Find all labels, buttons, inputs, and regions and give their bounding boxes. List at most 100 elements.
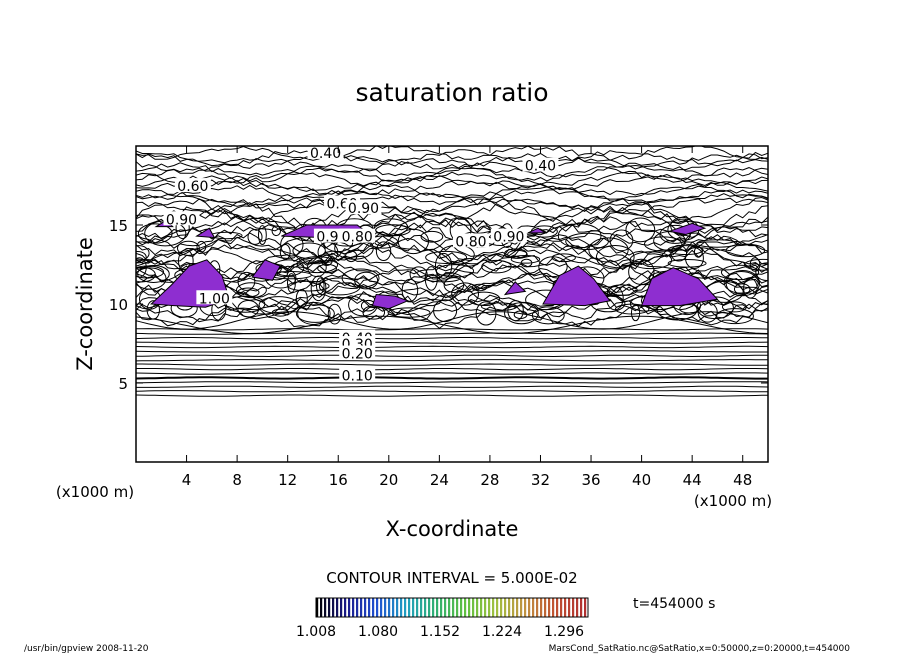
supersaturated-region <box>527 227 548 234</box>
contour-loop <box>451 282 479 306</box>
contour-label: 0.40 <box>525 159 556 175</box>
colorbar-cell <box>380 598 383 617</box>
contour-loop <box>715 308 754 325</box>
contour-line <box>136 189 768 206</box>
contour-loop <box>628 258 655 285</box>
supersaturated-region <box>542 265 611 307</box>
contour-label-bg <box>174 178 211 193</box>
contour-label: 1.00 <box>199 291 230 307</box>
colorbar-cell <box>576 598 579 617</box>
x-tick-label: 8 <box>232 471 242 489</box>
colorbar-cell <box>540 598 543 617</box>
contour-loop <box>257 225 267 246</box>
contour-loop <box>296 256 339 274</box>
colorbar-cell <box>524 598 527 617</box>
colorbar-tick-label: 1.080 <box>358 624 398 640</box>
colorbar-cell <box>432 598 435 617</box>
x-axis-label: X-coordinate <box>386 517 519 541</box>
contour-loop <box>725 243 766 258</box>
contour-label: 0.80 <box>342 230 373 246</box>
x-tick-label: 16 <box>329 471 348 489</box>
contour-label: 0.20 <box>342 347 373 363</box>
supersaturated-region <box>195 227 216 239</box>
contour-loop <box>136 265 165 279</box>
contour-loop <box>723 271 759 294</box>
contour-loop <box>210 231 243 240</box>
contour-line <box>136 341 768 344</box>
contour-loop <box>609 229 634 252</box>
x-tick-label: 4 <box>182 471 192 489</box>
footer-left: /usr/bin/gpview 2008-11-20 <box>24 644 149 654</box>
contour-label-bg <box>452 233 489 248</box>
contour-line <box>136 166 768 183</box>
x-tick-label: 36 <box>581 471 600 489</box>
x-tick-label: 24 <box>430 471 449 489</box>
contour-line <box>136 179 768 196</box>
colorbar-cell <box>452 598 455 617</box>
contour-loop <box>420 230 444 243</box>
colorbar-cell <box>404 598 407 617</box>
x-tick-label: 12 <box>278 471 297 489</box>
contour-loop <box>317 263 338 274</box>
contour-line <box>136 350 768 353</box>
colorbar-cell <box>444 598 447 617</box>
contour-line <box>136 315 768 334</box>
contour-loop <box>375 224 411 237</box>
contour-loop <box>425 250 468 264</box>
contour-line <box>136 223 768 249</box>
contour-line <box>136 205 768 232</box>
colorbar-cell <box>436 598 439 617</box>
colorbar-cell <box>568 598 571 617</box>
contour-loop <box>480 302 518 311</box>
contour-loop <box>136 266 156 283</box>
colorbar-cell <box>448 598 451 617</box>
contour-loop <box>630 304 641 322</box>
x-tick-label: 48 <box>733 471 752 489</box>
colorbar-cell <box>384 598 387 617</box>
contour-loop <box>467 291 501 306</box>
colorbar-cell <box>320 598 323 617</box>
supersaturated-region <box>503 281 527 296</box>
contour-loop <box>237 287 260 298</box>
contour-line <box>136 192 768 210</box>
z-axis: 5 10 15 <box>109 217 768 393</box>
colorbar-cell <box>484 598 487 617</box>
contour-line <box>136 372 768 375</box>
colorbar-cell <box>392 598 395 617</box>
x-axis: 4 8 12 16 20 24 28 32 36 40 44 48 <box>182 146 752 489</box>
contour-loop <box>565 232 609 250</box>
colorbar-cell <box>352 598 355 617</box>
contour-loop <box>146 300 160 320</box>
contour-loop <box>588 237 629 263</box>
colorbar-cell <box>480 598 483 617</box>
contour-line <box>136 157 768 174</box>
colorbar-cell <box>584 598 587 617</box>
contour-loop <box>435 264 475 278</box>
contour-label-bg <box>307 144 344 159</box>
contour-loop <box>625 217 656 243</box>
contour-loop <box>667 258 707 268</box>
colorbar-cell <box>528 598 531 617</box>
contour-line <box>136 359 768 362</box>
contour-line <box>136 183 768 200</box>
contour-loop <box>137 223 173 244</box>
contour-loop <box>247 229 263 245</box>
colorbar-cell <box>428 598 431 617</box>
contour-loop <box>137 265 170 283</box>
contour-loop <box>659 224 691 244</box>
contour-loop <box>471 283 488 292</box>
contour-loop <box>409 266 428 283</box>
contour-loop <box>443 277 465 293</box>
colorbar-cell <box>348 598 351 617</box>
contour-loop <box>327 303 342 325</box>
contour-loop <box>237 271 256 291</box>
contour-loop <box>287 280 330 292</box>
colorbar-cell <box>488 598 491 617</box>
contour-line <box>136 249 768 276</box>
colorbar-cell <box>388 598 391 617</box>
colorbar-cell <box>340 598 343 617</box>
colorbar-cell <box>548 598 551 617</box>
supersaturated-region <box>371 293 410 310</box>
contour-line <box>136 394 768 397</box>
